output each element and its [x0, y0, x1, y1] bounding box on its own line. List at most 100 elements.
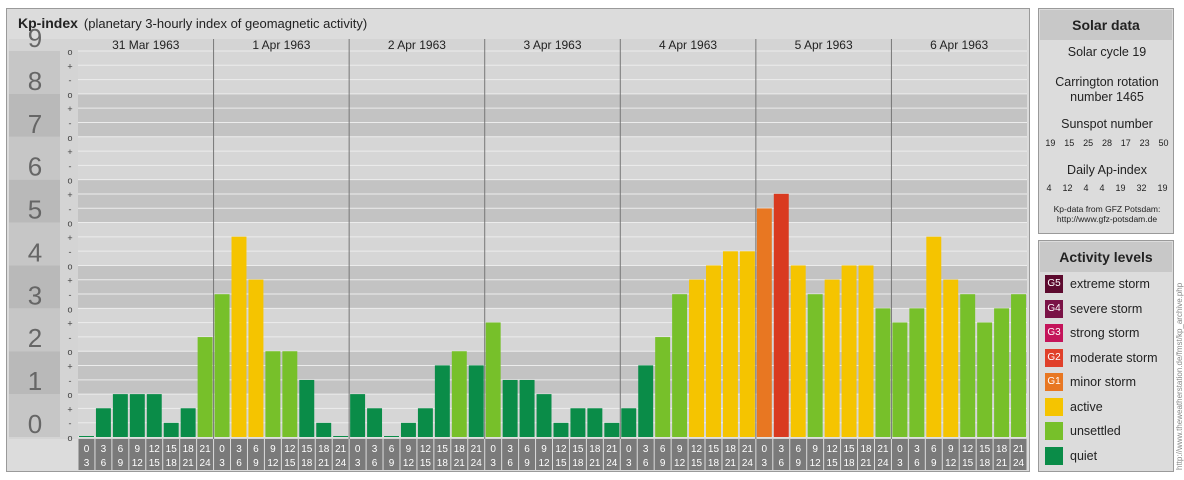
ap-value-1: 12: [1062, 183, 1073, 193]
kp-bar: [790, 265, 806, 437]
hour-cell: [1010, 439, 1027, 470]
kp-bar: [994, 308, 1010, 437]
hour-start-label: 12: [691, 444, 703, 455]
activity-label: severe storm: [1070, 301, 1143, 316]
source-line1: Kp-data from GFZ Potsdam:: [1053, 204, 1161, 214]
hour-end-label: 15: [962, 458, 974, 469]
kp-bar: [536, 394, 552, 437]
kp-bar: [468, 365, 484, 437]
activity-level-extreme-storm: G5 extreme storm: [1045, 275, 1150, 293]
hour-cell: [417, 439, 434, 470]
hour-cell: [112, 439, 129, 470]
activity-label: moderate storm: [1070, 350, 1158, 365]
hour-cell: [536, 439, 552, 470]
y-subtick-label: +: [67, 190, 72, 200]
kp-bar: [485, 322, 501, 437]
hour-start-label: 18: [725, 444, 737, 455]
kp-bar: [722, 251, 738, 437]
hour-start-label: 21: [200, 444, 212, 455]
y-subtick-label: +: [67, 404, 72, 414]
day-label: 5 Apr 1963: [795, 38, 853, 52]
kp-bar: [773, 193, 789, 437]
activity-level-unsettled: unsettled: [1045, 422, 1121, 440]
hour-start-label: 15: [301, 444, 313, 455]
hour-end-label: 3: [626, 458, 632, 469]
hour-cell: [315, 439, 332, 470]
hour-cell: [451, 439, 468, 470]
hour-start-label: 15: [437, 444, 449, 455]
y-subtick-label: +: [67, 61, 72, 71]
kp-bar: [638, 365, 654, 437]
y-subtick-label: -: [69, 376, 72, 386]
ap-value-5: 32: [1136, 183, 1147, 193]
kp-bar: [129, 394, 145, 437]
hour-start-label: 3: [507, 444, 513, 455]
hour-end-label: 3: [219, 458, 225, 469]
kp-bar: [316, 422, 332, 437]
kp-bar: [299, 379, 315, 437]
hour-cell: [281, 439, 298, 470]
kp-bar: [400, 422, 416, 437]
hour-cell: [959, 439, 976, 470]
hour-start-label: 3: [643, 444, 649, 455]
y-subtick-label: o: [67, 133, 72, 143]
hour-end-label: 3: [490, 458, 496, 469]
hour-start-label: 0: [897, 444, 903, 455]
hour-end-label: 6: [507, 458, 513, 469]
activity-level-severe-storm: G4 severe storm: [1045, 299, 1143, 318]
kp-bar: [384, 436, 399, 437]
hour-start-label: 21: [877, 444, 889, 455]
hour-end-label: 6: [778, 458, 784, 469]
y-subtick-label: -: [69, 290, 72, 300]
carrington-line2: number 1465: [1070, 90, 1144, 104]
sunspot-value-1: 15: [1064, 138, 1075, 148]
kp-bar: [807, 294, 823, 437]
hour-start-label: 18: [860, 444, 872, 455]
y-subtick-label: o: [67, 261, 72, 271]
ap-value-6: 19: [1157, 183, 1168, 193]
kp-bar: [739, 251, 755, 437]
y-tick-label: 8: [28, 66, 42, 96]
y-subtick-label: o: [67, 47, 72, 57]
activity-swatch: G5: [1045, 275, 1063, 293]
hour-start-label: 15: [572, 444, 584, 455]
kp-bar: [672, 294, 688, 437]
kp-bar: [180, 408, 196, 437]
hour-end-label: 6: [914, 458, 920, 469]
kp-bar: [841, 265, 857, 437]
activity-swatch: G3: [1045, 324, 1063, 342]
ap-value-2: 4: [1083, 183, 1089, 193]
hour-end-label: 15: [420, 458, 432, 469]
y-subtick-label: +: [67, 233, 72, 243]
y-tick-label: 0: [28, 409, 42, 439]
hour-start-label: 18: [318, 444, 330, 455]
hour-start-label: 6: [524, 444, 530, 455]
hour-cell: [400, 439, 417, 470]
activity-swatch: G1: [1045, 373, 1063, 391]
hour-end-label: 18: [844, 458, 856, 469]
plot-band: [78, 179, 1027, 223]
hour-start-label: 0: [355, 444, 361, 455]
hour-start-label: 18: [996, 444, 1008, 455]
plot-band: [78, 222, 1027, 266]
hour-cell: [739, 439, 756, 470]
hour-cell: [891, 439, 908, 470]
hour-cell: [163, 439, 180, 470]
hour-cell: [722, 439, 739, 470]
hour-end-label: 18: [301, 458, 313, 469]
hour-end-label: 6: [372, 458, 378, 469]
y-tick-label: 4: [28, 237, 42, 267]
hour-start-label: 21: [742, 444, 754, 455]
activity-label: quiet: [1070, 448, 1098, 463]
activity-levels-heading: Activity levels: [1040, 242, 1172, 272]
y-subtick-label: +: [67, 276, 72, 286]
y-subtick-label: +: [67, 104, 72, 114]
hour-cell: [129, 439, 146, 470]
hour-cell: [485, 439, 502, 470]
hour-start-label: 21: [1013, 444, 1025, 455]
kp-bar: [265, 351, 281, 437]
hour-start-label: 0: [219, 444, 225, 455]
hour-cell: [654, 439, 671, 470]
hour-end-label: 9: [118, 458, 124, 469]
hour-start-label: 12: [827, 444, 839, 455]
